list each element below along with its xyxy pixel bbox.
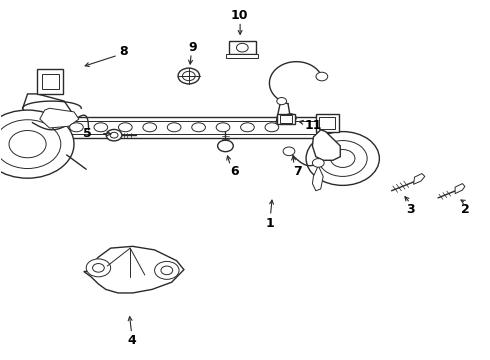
Text: 5: 5 (83, 127, 92, 140)
Text: 8: 8 (120, 45, 128, 58)
Circle shape (285, 114, 296, 122)
Text: 9: 9 (188, 41, 196, 54)
Circle shape (277, 98, 287, 105)
Ellipse shape (216, 123, 230, 132)
Polygon shape (313, 130, 340, 160)
Circle shape (318, 140, 367, 176)
Bar (37, 69, 63, 94)
Circle shape (110, 132, 118, 138)
Circle shape (155, 261, 179, 279)
Ellipse shape (192, 123, 205, 132)
Circle shape (0, 110, 74, 178)
Bar (280, 116, 293, 123)
Bar (229, 41, 256, 54)
Text: 7: 7 (294, 165, 302, 178)
Bar (319, 117, 335, 129)
Ellipse shape (94, 123, 108, 132)
Text: 4: 4 (127, 334, 136, 347)
Circle shape (161, 266, 172, 275)
Circle shape (106, 130, 122, 141)
Polygon shape (49, 117, 328, 138)
Polygon shape (226, 54, 258, 58)
Text: 11: 11 (305, 119, 322, 132)
Polygon shape (84, 246, 184, 293)
Circle shape (313, 159, 324, 167)
Ellipse shape (265, 123, 279, 132)
Circle shape (316, 72, 328, 81)
Polygon shape (455, 184, 465, 194)
Text: 1: 1 (266, 216, 275, 230)
Circle shape (306, 132, 379, 185)
Text: 6: 6 (230, 165, 239, 178)
Circle shape (331, 149, 355, 167)
Circle shape (93, 264, 104, 272)
Polygon shape (40, 108, 79, 128)
Text: 2: 2 (462, 203, 470, 216)
Ellipse shape (167, 123, 181, 132)
Ellipse shape (70, 123, 83, 132)
Bar (277, 114, 295, 125)
Bar (316, 114, 339, 132)
Circle shape (9, 131, 46, 158)
Circle shape (182, 71, 195, 81)
Circle shape (237, 43, 248, 52)
Circle shape (178, 68, 199, 84)
Polygon shape (23, 94, 72, 126)
Ellipse shape (241, 123, 254, 132)
Text: 10: 10 (230, 9, 248, 22)
Polygon shape (414, 174, 425, 184)
Circle shape (283, 147, 295, 156)
Polygon shape (313, 166, 323, 191)
Ellipse shape (119, 123, 132, 132)
Ellipse shape (143, 123, 157, 132)
Circle shape (218, 140, 233, 152)
Text: 3: 3 (406, 203, 415, 216)
Circle shape (0, 120, 61, 168)
Circle shape (86, 259, 111, 277)
Bar (42, 74, 59, 89)
